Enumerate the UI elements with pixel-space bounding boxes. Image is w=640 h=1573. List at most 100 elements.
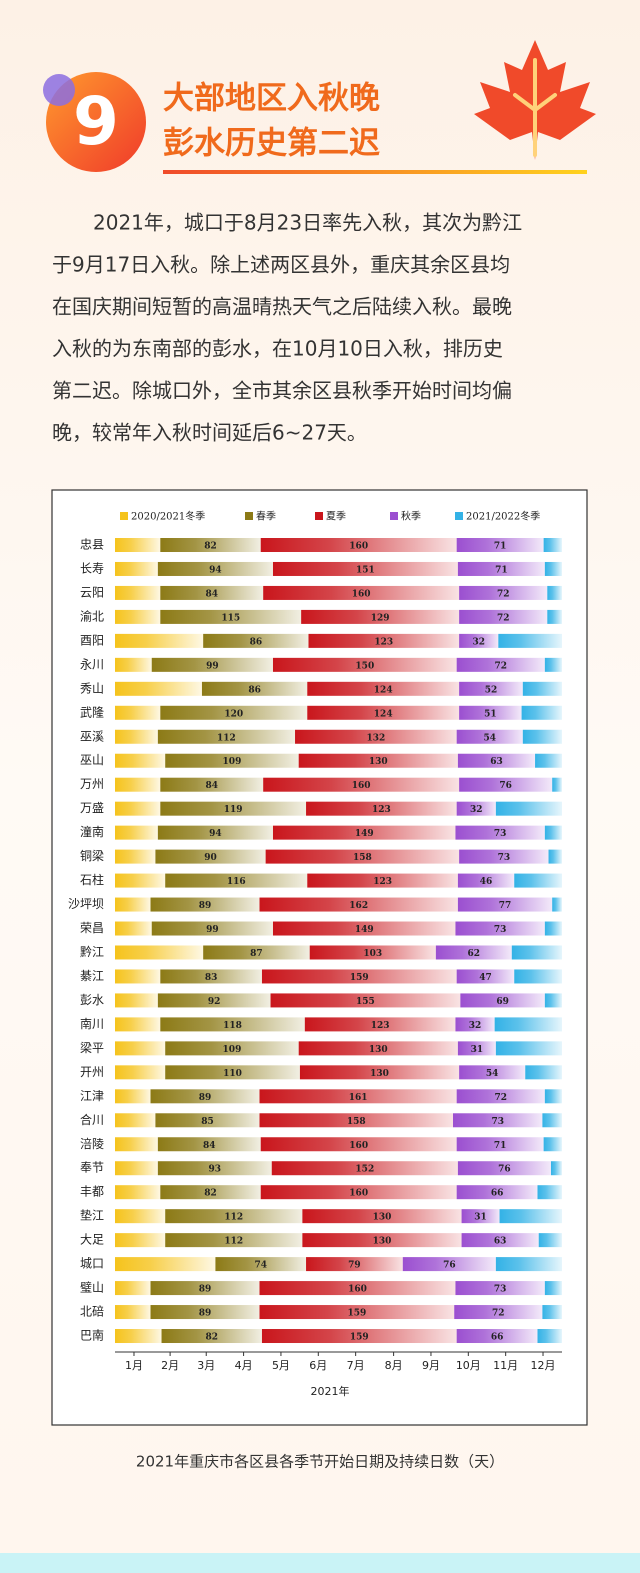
bar-segment bbox=[461, 1233, 539, 1248]
bar-segment bbox=[499, 1209, 562, 1224]
legend-swatch bbox=[315, 512, 323, 520]
category-label: 北碚 bbox=[80, 1304, 104, 1319]
value-label: 52 bbox=[485, 685, 498, 695]
bar-segment bbox=[272, 657, 457, 672]
category-label: 潼南 bbox=[80, 824, 104, 839]
bar-segment bbox=[165, 873, 308, 888]
bar-segment bbox=[456, 969, 515, 984]
value-label: 72 bbox=[497, 613, 510, 623]
legend-label: 夏季 bbox=[326, 511, 346, 523]
bar-segment bbox=[115, 657, 152, 672]
value-label: 158 bbox=[353, 853, 372, 863]
x-tick-label: 10月 bbox=[456, 1359, 481, 1372]
value-label: 124 bbox=[374, 709, 393, 719]
value-label: 160 bbox=[349, 1189, 368, 1199]
bar-segment bbox=[161, 1329, 262, 1344]
bar-segment bbox=[548, 849, 562, 864]
value-label: 63 bbox=[490, 757, 503, 767]
bar-segment bbox=[115, 1185, 161, 1200]
bar-segment bbox=[307, 705, 460, 720]
value-label: 159 bbox=[350, 1333, 369, 1343]
bar-segment bbox=[535, 753, 562, 768]
category-label: 忠县 bbox=[80, 538, 104, 552]
bar-segment bbox=[550, 1161, 562, 1176]
bar-segment bbox=[298, 753, 458, 768]
bar-segment bbox=[157, 993, 271, 1008]
bar-segment bbox=[151, 921, 273, 936]
bar-segment bbox=[494, 1017, 562, 1032]
bar-segment bbox=[115, 945, 204, 960]
value-label: 149 bbox=[355, 925, 374, 935]
bar-segment bbox=[498, 633, 562, 648]
bar-segment bbox=[115, 705, 161, 720]
legend-swatch bbox=[245, 512, 253, 520]
value-label: 54 bbox=[483, 733, 496, 743]
bar-segment bbox=[543, 1137, 562, 1152]
bar-segment bbox=[308, 633, 460, 648]
bar-segment bbox=[299, 1065, 460, 1080]
bar-segment bbox=[552, 897, 562, 912]
bar-segment bbox=[459, 681, 523, 696]
category-label: 荣昌 bbox=[80, 921, 104, 935]
bar-segment bbox=[511, 945, 562, 960]
category-label: 巫山 bbox=[80, 753, 104, 767]
value-label: 120 bbox=[224, 709, 243, 719]
value-label: 94 bbox=[209, 829, 222, 839]
bar-segment bbox=[456, 538, 544, 552]
bar-segment bbox=[115, 1089, 151, 1104]
bar-segment bbox=[495, 1257, 562, 1272]
x-tick-label: 4月 bbox=[235, 1359, 253, 1372]
bar-segment bbox=[544, 657, 562, 672]
bar-segment bbox=[160, 777, 264, 792]
bar-segment bbox=[521, 705, 562, 720]
bar-segment bbox=[298, 1041, 458, 1056]
value-label: 115 bbox=[221, 613, 240, 623]
value-label: 32 bbox=[470, 805, 483, 815]
bar-segment bbox=[460, 993, 545, 1008]
value-label: 89 bbox=[199, 1309, 212, 1319]
bar-segment bbox=[272, 825, 456, 840]
bar-segment bbox=[115, 1281, 151, 1296]
value-label: 72 bbox=[492, 1309, 505, 1319]
value-label: 130 bbox=[373, 1237, 392, 1247]
value-label: 99 bbox=[206, 661, 219, 671]
bar-segment bbox=[495, 801, 562, 816]
value-label: 109 bbox=[223, 1045, 242, 1055]
bar-segment bbox=[115, 1305, 151, 1320]
bar-segment bbox=[150, 1089, 260, 1104]
bar-segment bbox=[454, 1305, 543, 1320]
footer-band bbox=[0, 1553, 640, 1573]
bar-segment bbox=[271, 1161, 458, 1176]
legend-label: 秋季 bbox=[401, 510, 421, 523]
category-label: 万州 bbox=[80, 777, 104, 791]
bar-segment bbox=[309, 945, 436, 960]
value-label: 103 bbox=[363, 949, 382, 959]
value-label: 129 bbox=[371, 613, 390, 623]
paragraph-line: 2021年，城口于8月23日率先入秋，其次为黔江 bbox=[93, 211, 522, 235]
bar-segment bbox=[115, 969, 161, 984]
value-label: 76 bbox=[443, 1261, 456, 1271]
bar-segment bbox=[115, 585, 161, 600]
value-label: 119 bbox=[224, 805, 243, 815]
legend-swatch bbox=[455, 512, 463, 520]
value-label: 109 bbox=[223, 757, 242, 767]
x-tick-label: 5月 bbox=[272, 1359, 290, 1372]
value-label: 32 bbox=[472, 637, 485, 647]
x-tick-label: 9月 bbox=[422, 1359, 440, 1372]
bar-segment bbox=[304, 1017, 456, 1032]
badge-number: 9 bbox=[73, 83, 119, 160]
value-label: 110 bbox=[223, 1069, 242, 1079]
category-label: 巴南 bbox=[80, 1328, 104, 1343]
value-label: 159 bbox=[347, 1309, 366, 1319]
bar-segment bbox=[542, 1113, 562, 1128]
category-label: 石柱 bbox=[80, 872, 104, 887]
bar-segment bbox=[259, 1305, 455, 1320]
bar-segment bbox=[435, 945, 512, 960]
category-label: 城口 bbox=[80, 1257, 104, 1271]
bar-segment bbox=[165, 1233, 303, 1248]
category-label: 璧山 bbox=[80, 1280, 104, 1295]
bar-segment bbox=[456, 1089, 545, 1104]
value-label: 155 bbox=[356, 997, 375, 1007]
bar-segment bbox=[151, 657, 273, 672]
x-tick-label: 6月 bbox=[309, 1359, 327, 1372]
